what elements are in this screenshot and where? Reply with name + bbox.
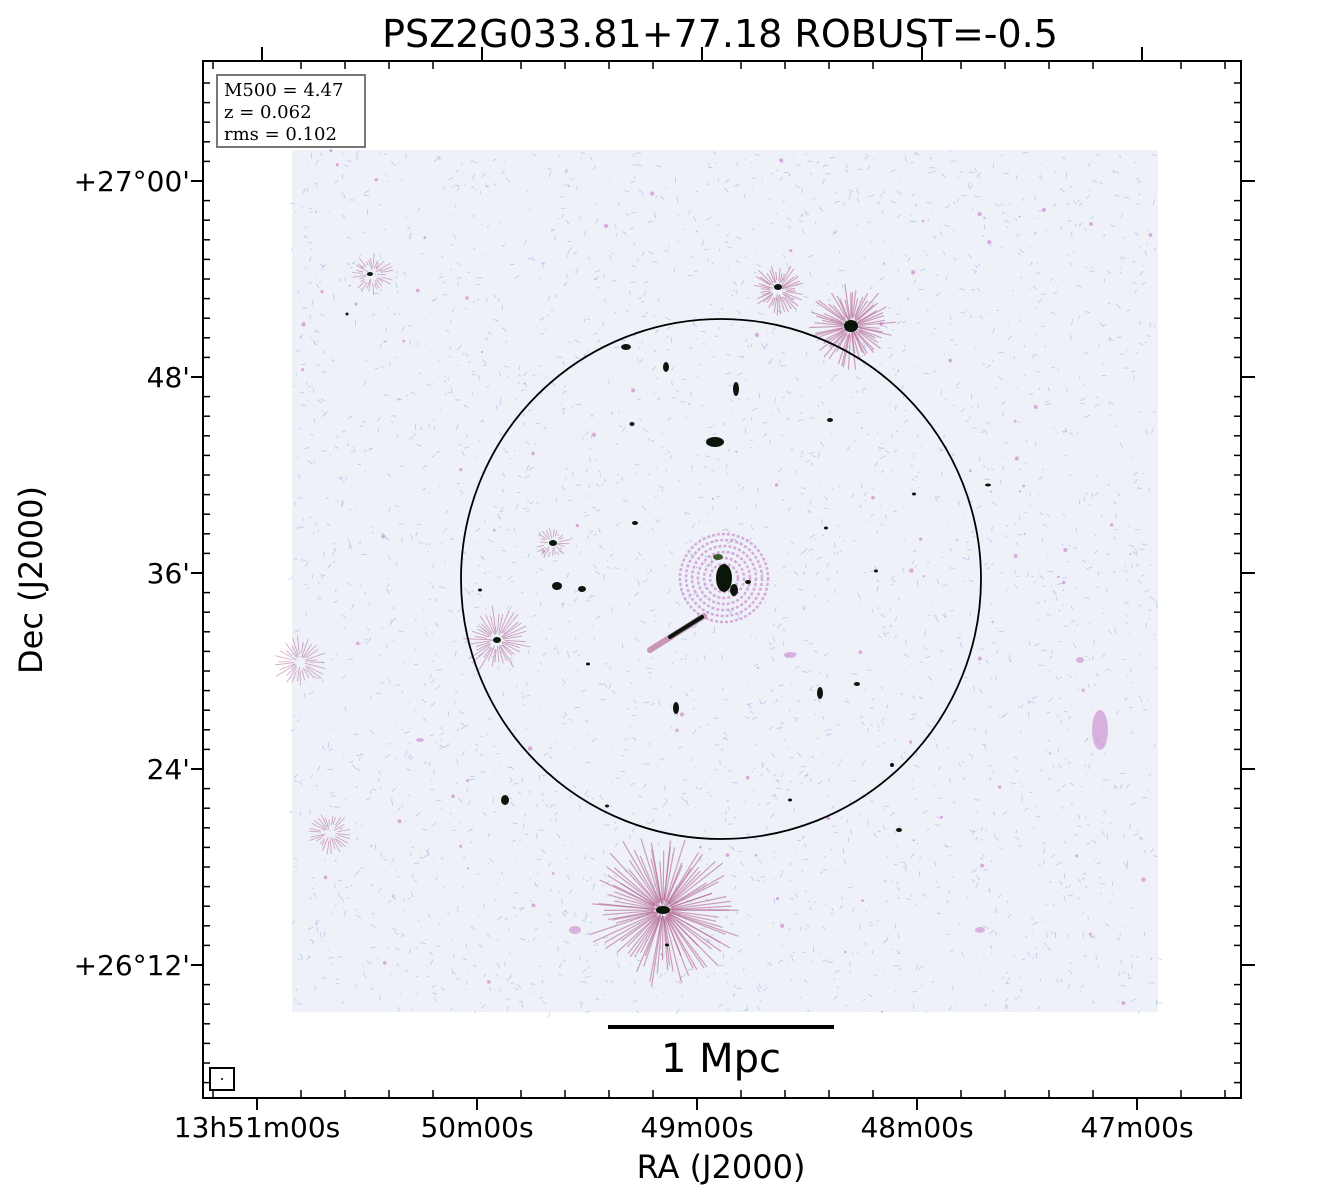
beam-ellipse xyxy=(221,1078,223,1080)
cluster-info-box: M500 = 4.47 z = 0.062 rms = 0.102 xyxy=(216,74,366,148)
figure-title: PSZ2G033.81+77.18 ROBUST=-0.5 xyxy=(382,12,1058,56)
r500-circle xyxy=(460,318,982,840)
m500-value: M500 = 4.47 xyxy=(224,80,344,101)
xtick-label: 48m00s xyxy=(860,1111,973,1144)
xtick-label: 49m00s xyxy=(640,1111,753,1144)
tick-marks xyxy=(191,47,1255,1110)
y-axis-label: Dec (J2000) xyxy=(12,486,50,674)
axes-frame xyxy=(202,60,1242,1099)
radio-sources xyxy=(275,253,1108,988)
ytick-label: 36' xyxy=(147,557,190,590)
x-axis-label: RA (J2000) xyxy=(637,1148,806,1186)
ytick-label: +27°00' xyxy=(74,165,190,198)
ytick-label: 24' xyxy=(147,753,190,786)
xtick-label: 50m00s xyxy=(420,1111,533,1144)
xtick-label: 47m00s xyxy=(1080,1111,1193,1144)
ytick-label: +26°12' xyxy=(74,949,190,982)
ytick-label: 48' xyxy=(147,361,190,394)
beam-box xyxy=(209,1067,235,1091)
noise-speckles xyxy=(288,148,1163,1018)
scale-bar-label: 1 Mpc xyxy=(661,1036,781,1082)
rms-value: rms = 0.102 xyxy=(224,124,337,145)
xtick-label: 13h51m00s xyxy=(174,1111,341,1144)
redshift-value: z = 0.062 xyxy=(224,102,312,123)
